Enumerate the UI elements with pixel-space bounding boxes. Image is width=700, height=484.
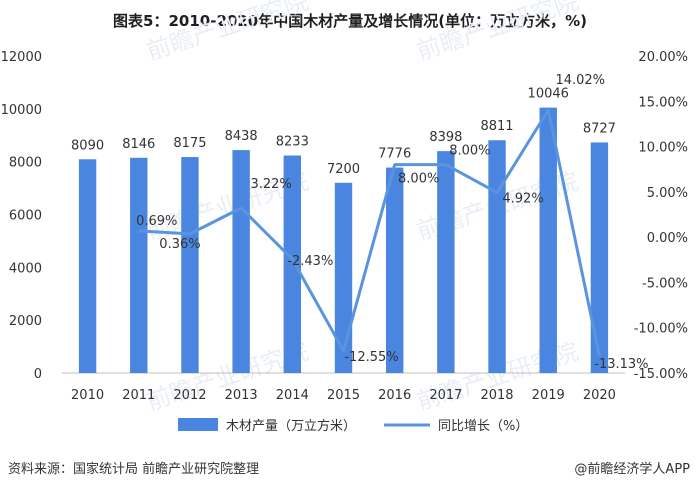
- left-axis-tick: 4000: [9, 261, 42, 276]
- right-axis-tick: 5.00%: [647, 186, 688, 201]
- bar-2019: [539, 107, 557, 373]
- x-tick-label: 2011: [122, 388, 155, 403]
- watermark-text: 前瞻产业研究院: [413, 0, 581, 66]
- legend-line-label: 同比增长（%）: [438, 419, 528, 434]
- bar-label: 7200: [327, 162, 360, 177]
- left-axis-tick: 6000: [9, 209, 42, 224]
- right-axis-tick: 0.00%: [647, 231, 688, 246]
- bar-2016: [385, 167, 404, 373]
- legend-bar-swatch: [178, 418, 218, 431]
- right-axis-tick: 20.00%: [638, 50, 688, 65]
- line-label: 8.00%: [398, 172, 439, 187]
- bar-label: 8146: [122, 137, 155, 152]
- bar-label: 7776: [378, 147, 411, 162]
- bar-2018: [488, 140, 506, 373]
- line-label: 0.69%: [136, 214, 177, 229]
- legend-bar-label: 木材产量（万立方米）: [226, 418, 356, 434]
- right-axis-tick: 15.00%: [638, 95, 688, 110]
- x-tick-label: 2014: [276, 388, 309, 403]
- x-tick-label: 2016: [378, 388, 411, 403]
- x-tick-label: 2018: [480, 388, 513, 403]
- x-tick-label: 2019: [532, 388, 565, 403]
- x-tick-label: 2013: [225, 388, 258, 403]
- x-tick-label: 2012: [173, 388, 206, 403]
- line-label: -13.13%: [594, 357, 648, 372]
- line-label: -2.43%: [287, 254, 333, 269]
- line-label: 4.92%: [502, 192, 543, 207]
- brand-credit: @前瞻经济学人APP: [574, 462, 690, 477]
- x-tick-label: 2017: [429, 388, 462, 403]
- x-tick-label: 2020: [583, 388, 616, 403]
- bar-2012: [181, 157, 199, 373]
- bar-label: 8727: [583, 121, 616, 136]
- growth-line: [138, 108, 601, 357]
- left-axis-tick: 10000: [1, 103, 42, 118]
- watermark-text: 前瞻产业研究院: [143, 0, 311, 66]
- right-axis-tick: 10.00%: [638, 141, 688, 156]
- bar-label: 8438: [225, 129, 258, 144]
- chart-title: 图表5：2010-2020年中国木材产量及增长情况(单位：万立方米，%): [113, 12, 587, 30]
- bar-2010: [78, 159, 97, 373]
- bar-label: 8398: [429, 130, 462, 145]
- bar-label: 8090: [71, 138, 104, 153]
- line-label: 8.00%: [449, 144, 490, 159]
- right-axis-tick: -5.00%: [642, 276, 688, 291]
- bar-2020: [590, 142, 609, 373]
- line-label: 0.36%: [159, 237, 200, 252]
- left-axis-tick: 2000: [9, 314, 42, 329]
- left-axis-tick: 12000: [1, 50, 42, 65]
- line-label: -12.55%: [344, 350, 398, 365]
- line-label: 3.22%: [250, 177, 291, 192]
- right-axis-tick: -15.00%: [634, 367, 688, 382]
- bar-2013: [232, 150, 250, 373]
- bar-label: 8233: [276, 135, 309, 150]
- bar-2017: [437, 151, 455, 373]
- left-axis-tick: 8000: [9, 156, 42, 171]
- bar-2014: [283, 155, 302, 373]
- x-tick-label: 2010: [71, 388, 104, 403]
- line-label: 14.02%: [555, 73, 605, 88]
- source-note: 资料来源：国家统计局 前瞻产业研究院整理: [8, 462, 260, 477]
- right-axis-tick: -10.00%: [634, 322, 688, 337]
- bar-2011: [130, 157, 148, 373]
- x-tick-label: 2015: [327, 388, 360, 403]
- bar-label: 10046: [528, 87, 569, 102]
- bar-label: 8175: [173, 136, 206, 151]
- bar-label: 8811: [480, 119, 513, 134]
- left-axis-tick: 0: [34, 367, 42, 382]
- bar-2015: [334, 182, 353, 373]
